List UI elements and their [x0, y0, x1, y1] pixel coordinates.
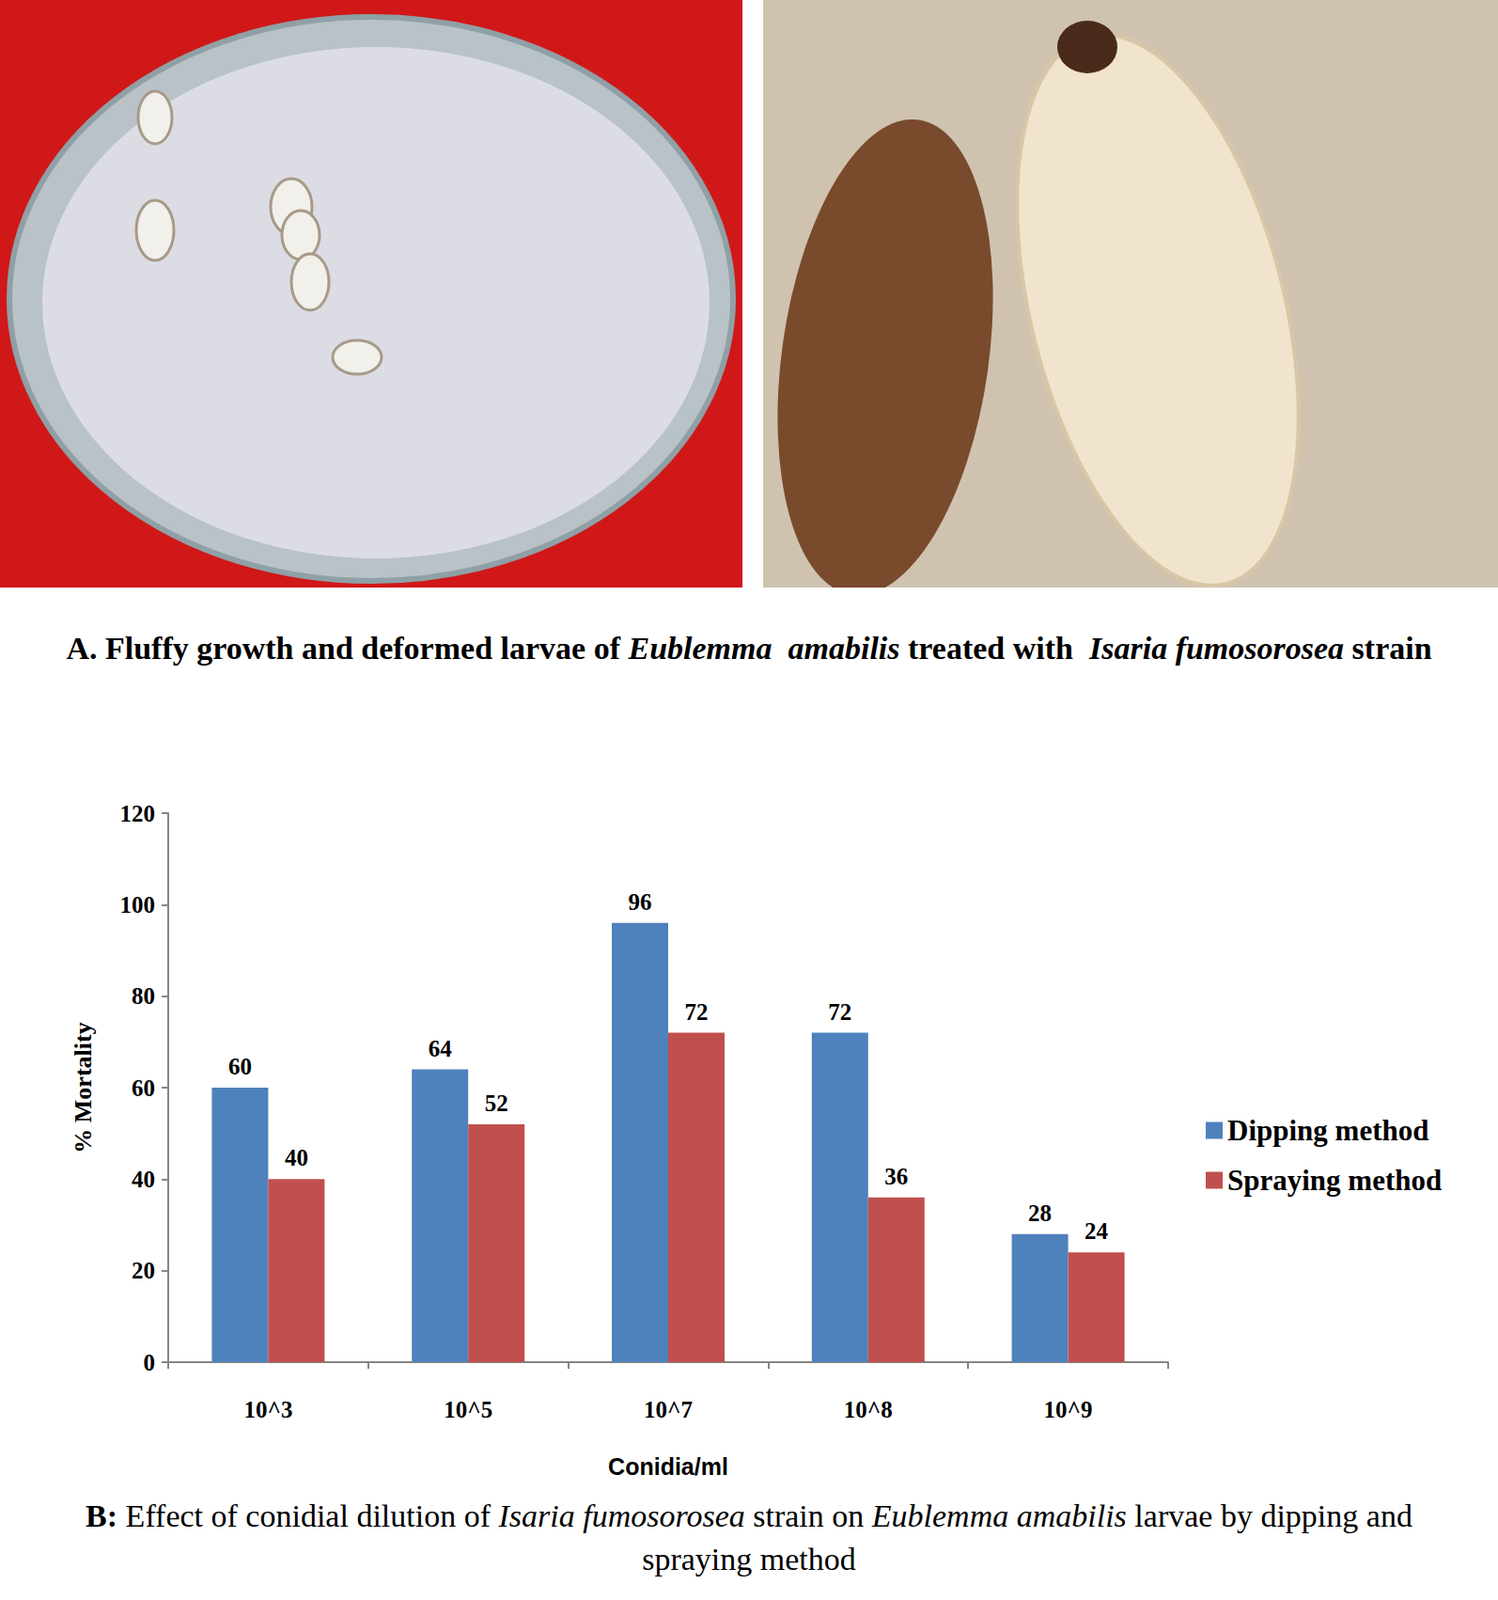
- svg-text:60: 60: [131, 1075, 156, 1101]
- svg-text:10^8: 10^8: [843, 1396, 893, 1422]
- html-text:A. Fluffy growth and deformed: A. Fluffy growth and deformed larvae of …: [66, 630, 1432, 666]
- svg-text:64: 64: [428, 1035, 453, 1062]
- svg-text:36: 36: [884, 1163, 908, 1189]
- svg-text:% Mortality: % Mortality: [69, 1021, 97, 1153]
- svg-text:80: 80: [131, 983, 156, 1009]
- svg-text:40: 40: [284, 1144, 309, 1171]
- svg-text:52: 52: [484, 1090, 509, 1116]
- svg-text:Conidia/ml: Conidia/ml: [608, 1452, 729, 1480]
- svg-text:120: 120: [120, 800, 157, 827]
- svg-text:72: 72: [827, 998, 852, 1025]
- svg-text:10^9: 10^9: [1044, 1396, 1093, 1422]
- svg-text:40: 40: [131, 1166, 156, 1192]
- svg-text:10^5: 10^5: [443, 1396, 493, 1422]
- svg-text:24: 24: [1084, 1217, 1109, 1244]
- svg-text:10^3: 10^3: [243, 1396, 293, 1422]
- svg-text:Spraying method: Spraying method: [1227, 1163, 1442, 1197]
- svg-text:Dipping method: Dipping method: [1227, 1113, 1429, 1147]
- svg-text:100: 100: [120, 891, 157, 918]
- html-text:B: Effect of conidial dilution: B: Effect of conidial dilution of Isaria…: [85, 1498, 1421, 1577]
- svg-text:60: 60: [228, 1053, 252, 1079]
- svg-text:72: 72: [685, 998, 709, 1025]
- svg-text:28: 28: [1028, 1200, 1052, 1226]
- svg-text:0: 0: [143, 1349, 157, 1375]
- svg-text:20: 20: [131, 1257, 156, 1283]
- svg-text:96: 96: [628, 889, 653, 915]
- svg-text:10^7: 10^7: [643, 1396, 693, 1422]
